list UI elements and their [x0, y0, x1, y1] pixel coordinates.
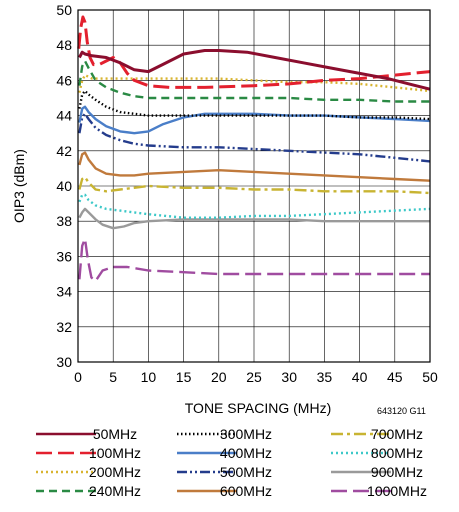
x-tick-label: 25	[246, 369, 262, 385]
y-axis-label: OIP3 (dBm)	[11, 149, 27, 223]
legend-label-700mhz: 700MHz	[371, 426, 423, 442]
y-tick-label: 36	[56, 248, 72, 264]
x-tick-labels: 0 5 10 15 20 25 30 35 40 45 50	[74, 369, 438, 385]
legend-label-500mhz: 500MHz	[220, 464, 272, 480]
y-tick-labels: 30 32 34 36 38 40 42 44 46 48 50	[56, 2, 72, 370]
x-tick-label: 20	[211, 369, 227, 385]
legend-label-600mhz: 600MHz	[220, 483, 272, 499]
series-600mhz-line	[78, 151, 431, 182]
series-100mhz-line	[77, 15, 431, 89]
y-tick-label: 48	[56, 37, 72, 53]
legend-label-50mhz: 50MHz	[93, 426, 137, 442]
x-tick-label: 50	[422, 369, 438, 385]
series-500mhz-line	[78, 112, 431, 163]
series-300mhz-line	[78, 89, 431, 121]
y-tick-label: 30	[56, 354, 72, 370]
x-axis-label: TONE SPACING (MHz)	[185, 400, 332, 416]
series-700mhz-line	[78, 175, 431, 195]
x-tick-label: 40	[352, 369, 368, 385]
x-tick-label: 10	[141, 369, 157, 385]
legend-label-240mhz: 240MHz	[89, 483, 141, 499]
legend-label-1000mhz: 1000MHz	[367, 483, 427, 499]
y-tick-label: 46	[56, 72, 72, 88]
x-tick-label: 45	[387, 369, 403, 385]
x-tick-label: 5	[109, 369, 117, 385]
y-tick-label: 44	[56, 108, 72, 124]
y-tick-label: 50	[56, 2, 72, 18]
series-50mhz-line	[78, 49, 431, 91]
series-900mhz-line	[78, 207, 430, 230]
y-tick-label: 32	[56, 319, 72, 335]
legend-label-400mhz: 400MHz	[220, 445, 272, 461]
plot-frame	[77, 9, 431, 363]
chart-series	[77, 15, 431, 283]
series-240mhz-line	[78, 59, 430, 103]
y-tick-label: 38	[56, 213, 72, 229]
legend-label-800mhz: 800MHz	[371, 445, 423, 461]
series-1000mhz-line	[78, 237, 430, 283]
legend-label-900mhz: 900MHz	[371, 464, 423, 480]
series-400mhz-line	[78, 105, 431, 135]
x-tick-label: 0	[74, 369, 82, 385]
chart-legend: 50MHz 100MHz 200MHz 240MHz 300MHz 400MHz 500MH…	[36, 426, 427, 499]
legend-label-200mhz: 200MHz	[89, 464, 141, 480]
figure-code: 643120 G11	[377, 406, 426, 416]
x-tick-label: 15	[176, 369, 192, 385]
legend-label-300mhz: 300MHz	[220, 426, 272, 442]
y-tick-label: 40	[56, 178, 72, 194]
legend-label-100mhz: 100MHz	[89, 445, 141, 461]
y-tick-label: 42	[56, 143, 72, 159]
series-200mhz-line	[78, 73, 431, 93]
x-tick-label: 30	[281, 369, 297, 385]
chart-grid	[77, 9, 431, 363]
x-tick-label: 35	[317, 369, 333, 385]
y-tick-label: 34	[56, 284, 72, 300]
series-800mhz-line	[78, 193, 431, 219]
